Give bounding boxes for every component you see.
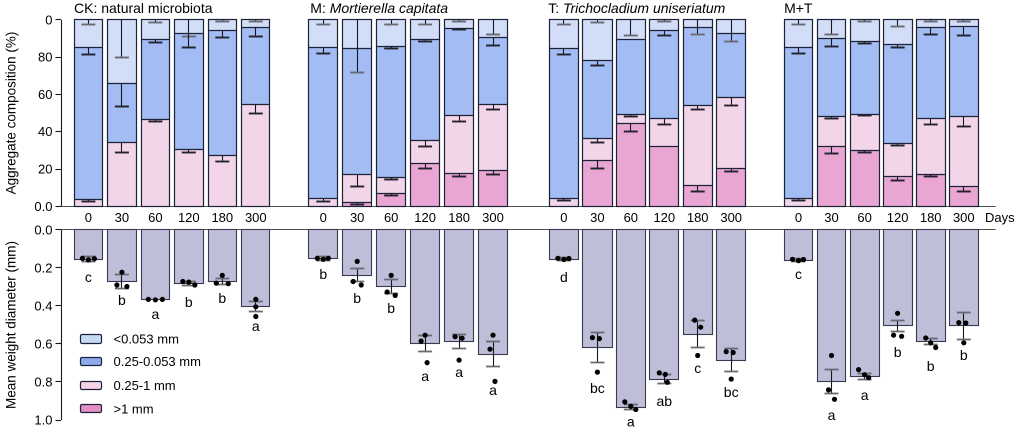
svg-text:60: 60 — [857, 210, 871, 225]
svg-text:T: Trichocladium uniseriatum: T: Trichocladium uniseriatum — [548, 0, 725, 16]
svg-text:0.6: 0.6 — [34, 336, 52, 351]
svg-text:a: a — [828, 407, 836, 423]
svg-text:60: 60 — [384, 210, 398, 225]
svg-text:300: 300 — [245, 210, 267, 225]
svg-text:120: 120 — [178, 210, 200, 225]
svg-text:300: 300 — [720, 210, 742, 225]
svg-text:<0.053 mm: <0.053 mm — [114, 332, 179, 347]
svg-text:0.2: 0.2 — [34, 260, 52, 275]
svg-text:0: 0 — [795, 210, 802, 225]
svg-text:M: Mortierella capitata: M: Mortierella capitata — [310, 0, 448, 16]
svg-text:0.8: 0.8 — [34, 375, 52, 390]
svg-text:b: b — [218, 290, 226, 306]
svg-text:120: 120 — [653, 210, 675, 225]
svg-text:180: 180 — [448, 210, 470, 225]
svg-text:0.0: 0.0 — [34, 222, 52, 237]
svg-text:a: a — [455, 364, 463, 380]
svg-text:180: 180 — [687, 210, 709, 225]
svg-text:300: 300 — [482, 210, 504, 225]
svg-text:>1 mm: >1 mm — [114, 401, 154, 416]
svg-text:60: 60 — [148, 210, 162, 225]
svg-text:b: b — [960, 347, 968, 363]
svg-text:bc: bc — [590, 380, 605, 396]
svg-text:60: 60 — [624, 210, 638, 225]
svg-text:0.25-0.053 mm: 0.25-0.053 mm — [114, 354, 201, 369]
svg-text:20: 20 — [38, 162, 52, 177]
svg-text:0.25-1 mm: 0.25-1 mm — [114, 378, 176, 393]
svg-text:30: 30 — [590, 210, 604, 225]
svg-text:120: 120 — [414, 210, 436, 225]
svg-text:0.0: 0.0 — [34, 199, 52, 214]
svg-text:180: 180 — [920, 210, 942, 225]
svg-text:bc: bc — [724, 384, 739, 400]
svg-text:0: 0 — [45, 12, 52, 27]
svg-text:a: a — [627, 414, 635, 428]
svg-text:30: 30 — [350, 210, 364, 225]
svg-text:c: c — [694, 360, 701, 376]
svg-text:0: 0 — [320, 210, 327, 225]
svg-text:CK: natural microbiota: CK: natural microbiota — [74, 0, 213, 16]
svg-text:1.0: 1.0 — [34, 413, 52, 428]
svg-text:180: 180 — [211, 210, 233, 225]
svg-text:d: d — [560, 269, 568, 285]
svg-text:a: a — [252, 318, 260, 334]
svg-text:30: 30 — [824, 210, 838, 225]
svg-text:b: b — [353, 290, 361, 306]
svg-text:M+T: M+T — [784, 0, 813, 16]
svg-text:a: a — [152, 306, 160, 322]
svg-text:Mean weight diameter (mm): Mean weight diameter (mm) — [4, 241, 19, 409]
svg-text:b: b — [894, 344, 902, 360]
svg-text:b: b — [387, 300, 395, 316]
svg-text:b: b — [185, 294, 193, 310]
svg-text:120: 120 — [887, 210, 909, 225]
svg-text:c: c — [85, 269, 92, 285]
svg-text:300: 300 — [953, 210, 975, 225]
svg-text:b: b — [319, 266, 327, 282]
svg-text:ab: ab — [657, 393, 673, 409]
svg-text:60: 60 — [38, 87, 52, 102]
svg-text:30: 30 — [115, 210, 129, 225]
svg-text:b: b — [118, 292, 126, 308]
svg-text:0: 0 — [560, 210, 567, 225]
svg-text:c: c — [795, 266, 802, 282]
svg-text:a: a — [421, 368, 429, 384]
svg-text:a: a — [489, 382, 497, 398]
svg-text:Days: Days — [985, 210, 1015, 225]
svg-text:80: 80 — [38, 50, 52, 65]
svg-text:40: 40 — [38, 124, 52, 139]
svg-text:0: 0 — [85, 210, 92, 225]
svg-text:0.4: 0.4 — [34, 298, 52, 313]
svg-text:a: a — [861, 387, 869, 403]
svg-text:Aggregate composition (%): Aggregate composition (%) — [4, 32, 19, 195]
svg-text:b: b — [927, 358, 935, 374]
